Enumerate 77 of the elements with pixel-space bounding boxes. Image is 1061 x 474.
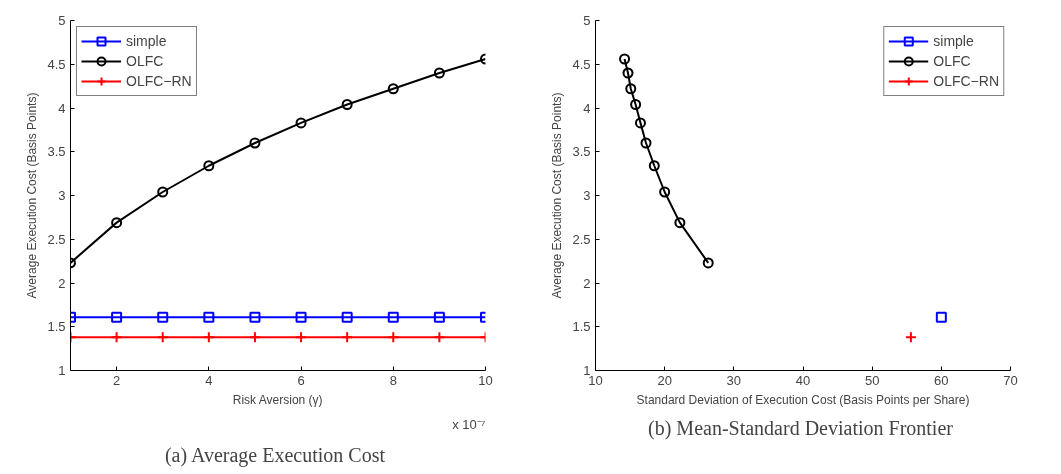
y-tick-label: 5 [58, 13, 66, 28]
legend-label: simple [933, 33, 974, 49]
y-tick-label: 1 [58, 363, 66, 378]
y-axis-title: Average Execution Cost (Basis Points) [25, 92, 40, 299]
point [156, 331, 169, 344]
point [634, 117, 646, 129]
y-tick-label: 4.5 [572, 56, 591, 72]
x-tick-label: 30 [726, 372, 742, 388]
x-axis-title: Standard Deviation of Execution Cost (Basis Points per Share) [636, 392, 970, 407]
x-tick-label: 50 [864, 372, 880, 388]
point [111, 311, 123, 323]
x-tick-label: 10 [588, 372, 603, 388]
point [341, 331, 354, 344]
point [387, 83, 399, 95]
point [249, 137, 261, 149]
y-axis-title: Average Execution Cost (Basis Points) [550, 92, 565, 299]
point [433, 311, 445, 323]
point [157, 311, 169, 323]
y-tick-label: 3 [58, 188, 66, 203]
y-tick-label: 4.5 [47, 56, 66, 72]
x-tick-label: 70 [1003, 372, 1018, 388]
point [110, 331, 123, 344]
y-tick-label: 3 [583, 188, 591, 203]
text: (b) Mean-Standard Deviation Frontier [648, 416, 954, 440]
point [625, 83, 637, 95]
legend-label: OLFC [126, 53, 164, 69]
y-tick-label: 2.5 [572, 231, 591, 247]
y-tick-label: 2 [58, 275, 66, 291]
point [341, 311, 353, 323]
point [157, 186, 169, 198]
point [619, 53, 631, 65]
x-tick-label: 6 [297, 372, 305, 388]
y-tick-label: 3.5 [47, 144, 66, 160]
x-tick-label: 8 [389, 372, 397, 388]
y-tick-label: 4 [583, 100, 591, 116]
legend-label: OLFC−RN [933, 73, 999, 89]
point [202, 331, 215, 344]
legend-label: OLFC [933, 53, 971, 69]
point [341, 99, 353, 110]
x-axis-title: Risk Aversion (γ) [232, 392, 323, 407]
y-tick-label: 2.5 [47, 231, 66, 247]
x-tick-label: 2 [113, 372, 121, 388]
point [702, 257, 714, 269]
legend-label: OLFC−RN [126, 73, 192, 89]
y-tick-label: 2 [583, 275, 591, 291]
x-tick-label: 60 [934, 372, 949, 388]
legend-label: simple [126, 33, 167, 49]
point [249, 311, 261, 323]
point [295, 311, 307, 323]
point [433, 331, 446, 344]
point [904, 331, 917, 344]
y-tick-label: 1.5 [47, 319, 66, 335]
point [387, 311, 399, 323]
point [111, 217, 123, 229]
point [433, 67, 445, 79]
y-tick-label: 5 [583, 13, 591, 28]
y-tick-label: 1.5 [572, 319, 591, 335]
point [203, 160, 215, 172]
y-tick-label: 3.5 [572, 144, 591, 160]
point [648, 160, 660, 172]
x-tick-label: 40 [795, 372, 811, 388]
point [295, 117, 307, 129]
text: (a) Average Execution Cost [164, 443, 386, 467]
point [640, 137, 652, 149]
x-tick-label: 4 [205, 372, 213, 388]
point [622, 67, 634, 79]
y-tick-label: 4 [58, 100, 66, 116]
point [935, 311, 947, 323]
point [674, 217, 686, 229]
x-tick-label: 20 [657, 372, 672, 388]
text: x 10⁻⁷ [452, 416, 486, 432]
point [630, 99, 642, 110]
point [203, 311, 215, 323]
point [387, 331, 400, 344]
y-tick-label: 1 [583, 363, 591, 378]
x-tick-label: 10 [478, 372, 493, 388]
point [659, 186, 671, 198]
